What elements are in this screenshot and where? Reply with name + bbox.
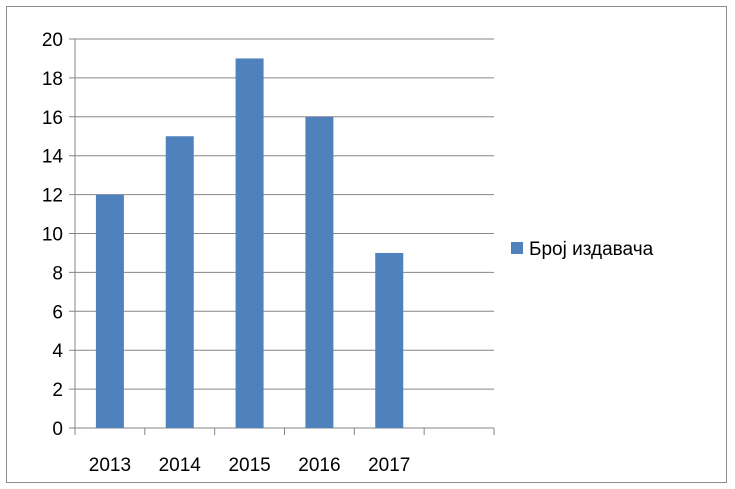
bar-2013 [95,194,124,428]
legend-label: Број издавача [529,239,654,260]
gridlines [69,38,494,390]
y-tick-label: 20 [42,30,63,51]
y-tick-label: 8 [52,263,63,284]
bar-2014 [165,136,194,428]
x-tick-label: 2017 [368,455,410,476]
bar-2015 [235,58,264,428]
y-tick-label: 14 [42,147,64,168]
bar-2016 [305,116,334,429]
y-tick-label: 10 [42,225,63,246]
chart-frame [6,6,727,483]
y-tick-label: 16 [42,108,63,129]
y-tick-label: 6 [52,302,63,323]
y-tick-label: 0 [52,419,63,440]
x-axis [69,39,495,435]
x-tick-label: 2013 [89,455,131,476]
x-tick-label: 2016 [298,455,340,476]
legend-swatch [511,242,523,254]
x-axis-tick-labels: 2013 2014 2015 2016 2017 [89,455,411,476]
y-tick-label: 2 [52,380,63,401]
y-tick-label: 4 [52,341,63,362]
x-tick-label: 2015 [228,455,270,476]
y-tick-label: 18 [42,69,63,90]
x-tick-label: 2014 [159,455,202,476]
legend: Број издавача [511,239,654,260]
y-axis-tick-labels: 0 2 4 6 8 10 12 14 16 18 20 [42,30,64,440]
bar-2017 [375,252,404,428]
y-tick-label: 12 [42,186,63,207]
bars [95,58,404,429]
